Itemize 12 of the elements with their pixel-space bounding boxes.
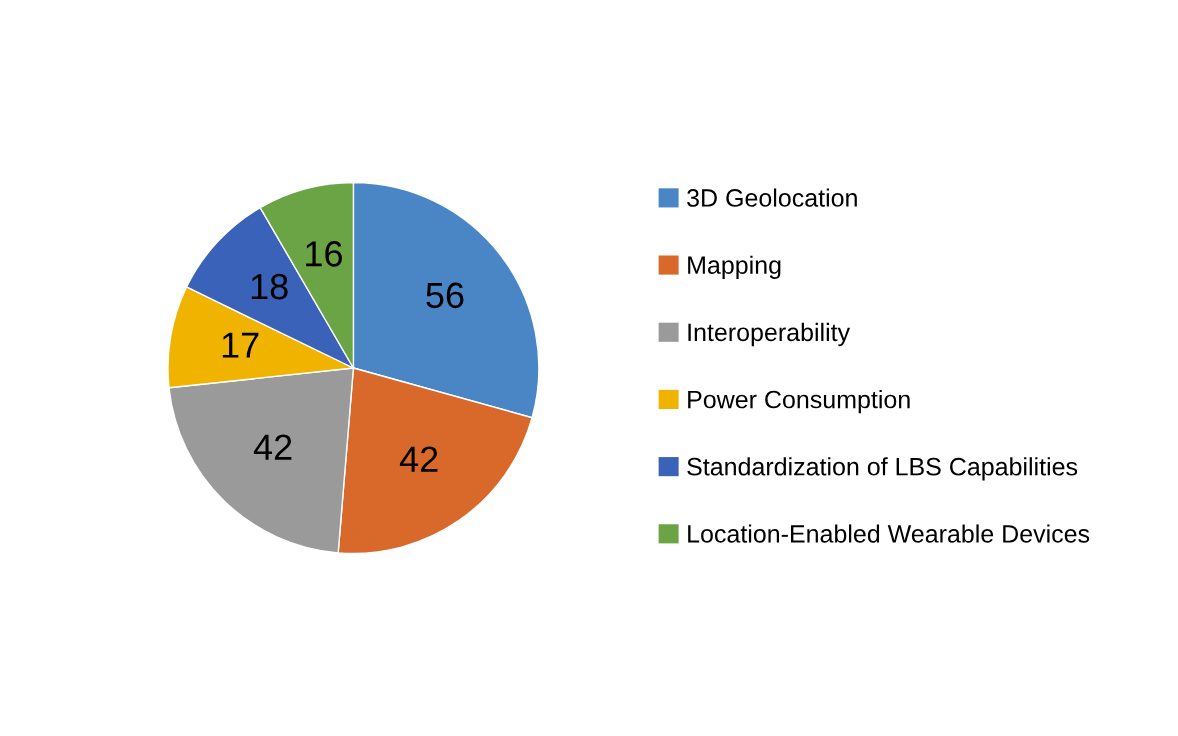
legend-label: Mapping	[688, 255, 781, 279]
data-label: 17	[222, 332, 259, 358]
data-label: 16	[306, 241, 342, 267]
data-label: 42	[399, 446, 438, 472]
legend-label: Standardization of LBS Capabilities	[687, 457, 1078, 481]
data-label: 42	[253, 434, 292, 460]
legend-label: Location-Enabled Wearable Devices	[688, 524, 1090, 543]
legend-label: Power Consumption	[688, 390, 910, 414]
data-label: 18	[251, 273, 288, 300]
legend-label: 3D Geolocation	[687, 188, 857, 207]
data-label: 56	[426, 282, 464, 309]
legend-label: Interoperability	[688, 322, 851, 347]
